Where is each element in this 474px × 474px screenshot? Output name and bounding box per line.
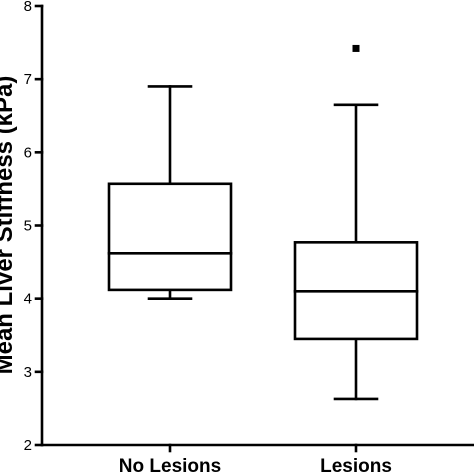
y-tick-label-6: 6 bbox=[24, 144, 32, 161]
x-tick-label-0: No Lesions bbox=[119, 456, 221, 474]
y-tick-label-4: 4 bbox=[24, 291, 32, 308]
y-tick-label-2: 2 bbox=[24, 437, 32, 454]
outlier-lesions-0 bbox=[352, 44, 360, 52]
y-tick-label-5: 5 bbox=[24, 218, 32, 235]
plot-area: 2 3 4 5 6 7 8 No Lesions Lesions bbox=[24, 0, 474, 474]
box-no-lesions bbox=[107, 182, 233, 292]
y-tick-label-3: 3 bbox=[24, 364, 32, 381]
y-axis-title: Mean Liver Stiffness (kPa) bbox=[0, 76, 18, 375]
x-tick-label-1: Lesions bbox=[320, 456, 392, 474]
y-tick-label-7: 7 bbox=[24, 71, 32, 88]
y-tick-label-8: 8 bbox=[24, 0, 32, 15]
